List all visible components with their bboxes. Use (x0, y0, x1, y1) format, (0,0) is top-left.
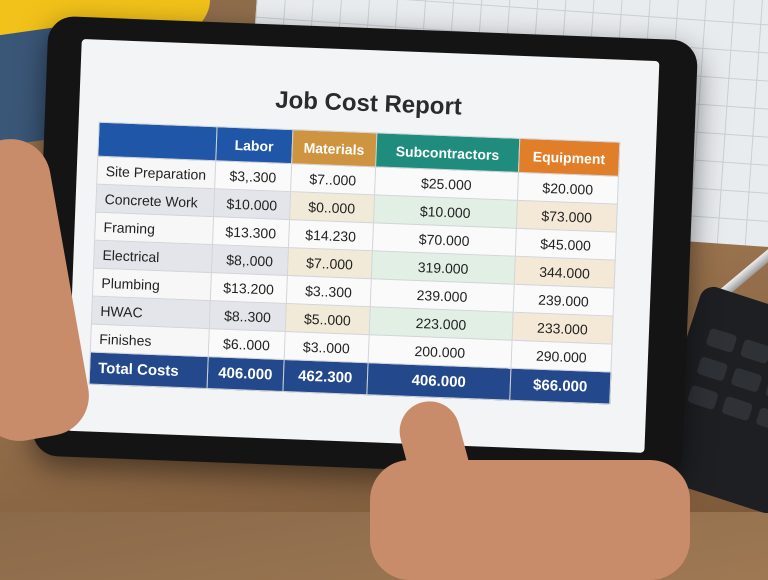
cell-materials: $5..000 (284, 303, 371, 335)
total-labor: 406.000 (206, 356, 284, 392)
cell-materials: $0..000 (289, 191, 375, 223)
cell-labor: $3,.300 (214, 160, 292, 192)
header-materials: Materials (291, 129, 377, 167)
row-label: Concrete Work (95, 184, 215, 217)
cell-labor: $8..300 (209, 300, 286, 332)
row-label: Plumbing (92, 268, 212, 301)
total-label: Total Costs (89, 352, 209, 389)
cell-labor: $13.300 (212, 216, 290, 248)
header-equipment: Equipment (518, 138, 620, 177)
cell-equipment: 344.000 (513, 256, 616, 289)
cell-labor: $8,.000 (211, 244, 288, 276)
cell-labor: $6..000 (208, 328, 285, 360)
report-title: Job Cost Report (274, 86, 463, 121)
cell-equipment: 290.000 (510, 340, 612, 373)
tablet-screen: Job Cost Report Labor Materials Subcontr… (66, 38, 660, 453)
cell-equipment: $73.000 (516, 200, 618, 233)
cell-materials: $14.230 (287, 219, 374, 251)
cell-equipment: $45.000 (514, 228, 617, 261)
cell-labor: $13.200 (210, 272, 287, 304)
cell-equipment: 233.000 (511, 312, 614, 345)
cell-labor: $10.000 (213, 188, 291, 220)
tablet: Job Cost Report Labor Materials Subcontr… (31, 15, 699, 481)
row-label: HWAC (91, 296, 211, 329)
total-equipment: $66.000 (509, 368, 611, 405)
header-subcontractors: Subcontractors (375, 132, 520, 173)
cell-equipment: 239.000 (512, 284, 615, 317)
row-label: Site Preparation (96, 156, 216, 189)
total-subcontractors: 406.000 (366, 362, 511, 401)
cell-materials: $3..300 (285, 275, 372, 307)
cell-materials: $7..000 (286, 247, 373, 279)
row-label: Electrical (93, 240, 213, 273)
header-cell-empty (97, 122, 218, 161)
row-label: Finishes (90, 324, 210, 357)
total-materials: 462.300 (282, 359, 368, 395)
header-labor: Labor (215, 126, 293, 164)
job-cost-table: Labor Materials Subcontractors Equipment… (89, 122, 621, 405)
cell-equipment: $20.000 (517, 172, 619, 205)
row-label: Framing (94, 212, 214, 245)
cell-materials: $3..000 (283, 331, 370, 363)
right-hand (370, 460, 690, 580)
cell-materials: $7..000 (290, 163, 376, 195)
